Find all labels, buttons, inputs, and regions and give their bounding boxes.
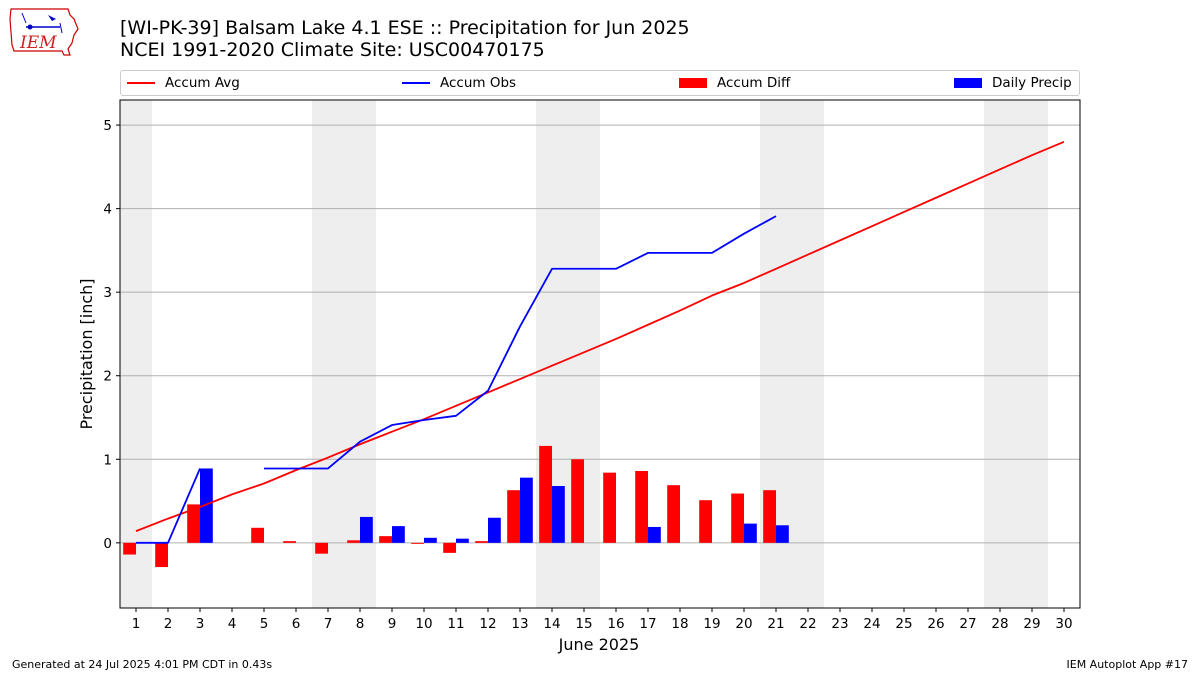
x-tick-label-8: 8: [356, 616, 365, 632]
x-tick-label-19: 19: [703, 616, 720, 632]
x-tick-label-10: 10: [415, 616, 432, 632]
legend-swatch-accum-diff: [679, 78, 707, 88]
x-tick-label-1: 1: [132, 616, 141, 632]
accum-diff-bar-7: [315, 542, 328, 554]
x-tick-label-11: 11: [447, 616, 464, 632]
legend-label-accum-diff: Accum Diff: [717, 75, 791, 91]
x-tick-label-2: 2: [164, 616, 173, 632]
legend-label-accum-obs: Accum Obs: [440, 75, 517, 91]
y-tick-label-4: 4: [103, 202, 112, 218]
accum-diff-bar-10: [411, 542, 424, 544]
accum-diff-bar-11: [443, 542, 456, 553]
accum-diff-bar-21: [763, 490, 776, 543]
x-tick-label-4: 4: [228, 616, 237, 632]
accum-diff-bar-8: [347, 540, 360, 543]
x-tick-label-12: 12: [479, 616, 496, 632]
x-tick-label-16: 16: [607, 616, 624, 632]
x-tick-label-28: 28: [991, 616, 1008, 632]
x-tick-label-3: 3: [196, 616, 205, 632]
accum-diff-bar-20: [731, 493, 744, 543]
y-tick-label-3: 3: [103, 285, 112, 301]
y-tick-label-5: 5: [103, 118, 112, 134]
x-tick-label-5: 5: [260, 616, 269, 632]
x-tick-label-24: 24: [863, 616, 880, 632]
weekend-shade-4: [984, 100, 1048, 608]
daily-precip-bar-14: [552, 486, 565, 543]
x-axis-label: June 2025: [558, 635, 640, 654]
daily-precip-bar-13: [520, 477, 533, 543]
legend-item-accum-obs: Accum Obs: [402, 71, 516, 95]
legend-swatch-daily-precip: [954, 78, 982, 88]
daily-precip-bar-21: [776, 525, 789, 543]
accum-diff-bar-5: [251, 527, 264, 543]
daily-precip-bar-3: [200, 468, 213, 543]
daily-precip-bar-20: [744, 523, 757, 543]
x-tick-label-30: 30: [1055, 616, 1072, 632]
legend-item-accum-diff: Accum Diff: [679, 71, 790, 95]
x-tick-label-27: 27: [959, 616, 976, 632]
accum-diff-bar-14: [539, 445, 552, 543]
x-tick-label-17: 17: [639, 616, 656, 632]
accum-diff-bar-9: [379, 536, 392, 543]
accum-diff-bar-19: [699, 500, 712, 543]
logo-text: IEM: [20, 33, 57, 53]
x-tick-label-15: 15: [575, 616, 592, 632]
accum-diff-bar-17: [635, 470, 648, 543]
x-tick-label-14: 14: [543, 616, 560, 632]
daily-precip-bar-11: [456, 538, 469, 543]
x-tick-label-26: 26: [927, 616, 944, 632]
x-tick-label-22: 22: [799, 616, 816, 632]
daily-precip-bar-10: [424, 537, 437, 543]
accum-diff-bar-15: [571, 459, 584, 543]
daily-precip-bar-17: [648, 526, 661, 543]
accum-diff-bar-1: [123, 542, 136, 555]
y-axis-label: Precipitation [inch]: [77, 278, 96, 429]
legend-item-accum-avg: Accum Avg: [127, 71, 240, 95]
iowa-map-icon: [9, 8, 79, 56]
legend-swatch-accum-avg: [127, 82, 155, 84]
x-tick-label-20: 20: [735, 616, 752, 632]
weekend-shade-0: [120, 100, 152, 608]
chart-subtitle: NCEI 1991-2020 Climate Site: USC00470175: [120, 39, 545, 61]
x-tick-label-18: 18: [671, 616, 688, 632]
daily-precip-bar-12: [488, 517, 501, 543]
daily-precip-bar-8: [360, 516, 373, 543]
accum-diff-bar-18: [667, 485, 680, 543]
chart-legend: Accum Avg Accum Obs Accum Diff Daily Pre…: [120, 70, 1080, 96]
x-tick-label-7: 7: [324, 616, 333, 632]
x-tick-label-21: 21: [767, 616, 784, 632]
accum-diff-bar-2: [155, 542, 168, 568]
accum-diff-bar-16: [603, 472, 616, 543]
accum-avg-line-0: [135, 140, 1065, 532]
y-tick-label-0: 0: [103, 536, 112, 552]
plot-frame: [119, 99, 1081, 609]
legend-label-accum-avg: Accum Avg: [165, 75, 240, 91]
chart-title: [WI-PK-39] Balsam Lake 4.1 ESE :: Precip…: [120, 17, 690, 39]
legend-swatch-accum-obs: [402, 82, 430, 84]
app-credit: IEM Autoplot App #17: [1066, 658, 1189, 671]
accum-diff-bar-3: [187, 504, 200, 543]
x-tick-label-9: 9: [388, 616, 397, 632]
generated-timestamp: Generated at 24 Jul 2025 4:01 PM CDT in …: [12, 658, 273, 671]
daily-precip-bar-9: [392, 526, 405, 543]
x-tick-label-13: 13: [511, 616, 528, 632]
accum-obs-line-0: [136, 468, 201, 544]
y-tick-label-1: 1: [103, 452, 112, 468]
legend-item-daily-precip: Daily Precip: [954, 71, 1072, 95]
x-tick-label-6: 6: [292, 616, 301, 632]
iem-logo: IEM: [8, 5, 82, 59]
accum-diff-bar-6: [283, 541, 296, 543]
accum-diff-bar-12: [475, 541, 488, 543]
y-tick-label-2: 2: [103, 369, 112, 385]
x-tick-label-29: 29: [1023, 616, 1040, 632]
accum-obs-line-1: [264, 215, 777, 470]
accum-diff-bar-13: [507, 490, 520, 543]
x-tick-label-23: 23: [831, 616, 848, 632]
legend-label-daily-precip: Daily Precip: [992, 75, 1072, 91]
x-tick-label-25: 25: [895, 616, 912, 632]
